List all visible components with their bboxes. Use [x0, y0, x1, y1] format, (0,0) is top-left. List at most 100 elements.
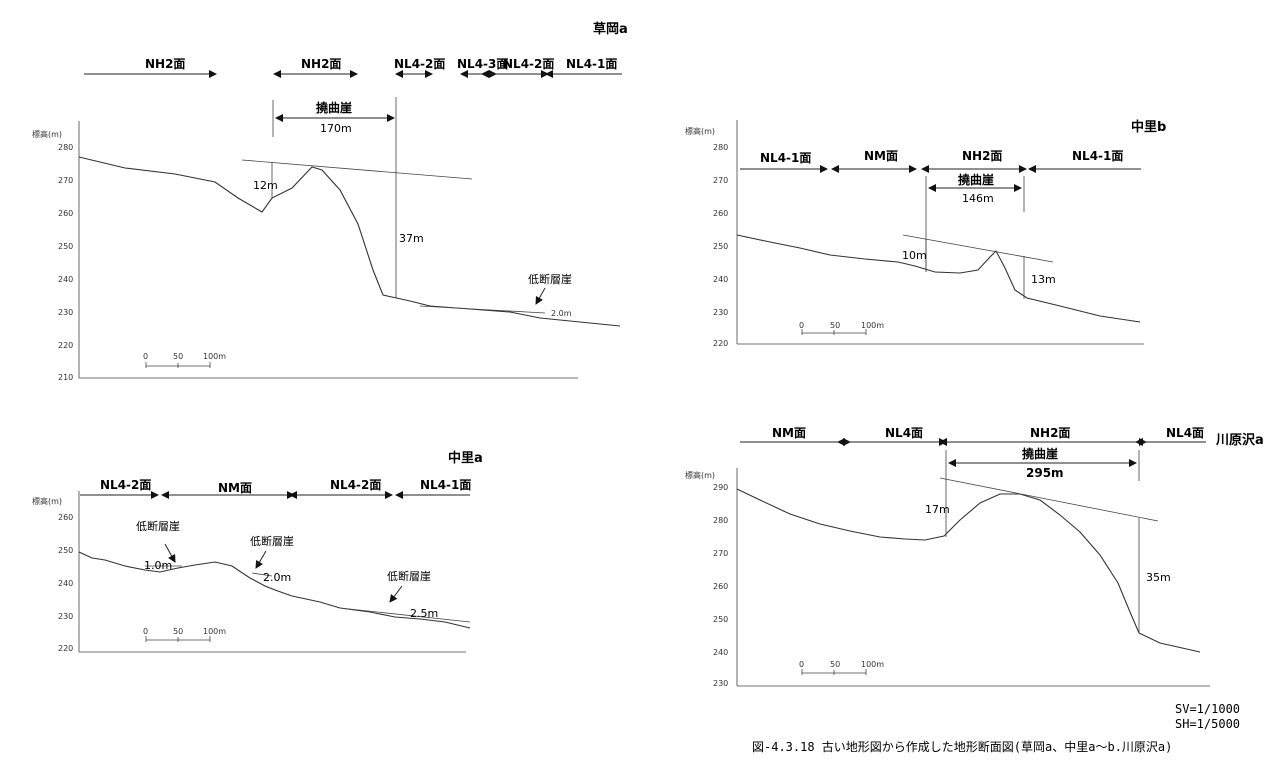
- y-tick-label: 240: [58, 275, 73, 284]
- flexure-label: 撓曲崖: [316, 100, 352, 115]
- axis-label: 標高(m): [685, 470, 715, 480]
- surface-label: NL4-3面: [457, 57, 508, 71]
- fault-label: 低断層崖: [250, 534, 294, 548]
- surface-label: NH2面: [145, 57, 185, 71]
- y-tick-label: 230: [713, 679, 728, 688]
- fault-height: 1.0m: [144, 559, 172, 572]
- y-tick-label: 230: [713, 308, 728, 317]
- surface-label: NL4-2面: [503, 57, 554, 71]
- panel-kawarasawa: 川原沢a 標高(m) 290 280 270 260 250 240 230 N…: [685, 426, 1264, 688]
- panel-title: 草岡a: [593, 21, 628, 37]
- surface-label: NL4-2面: [394, 57, 445, 71]
- height-label: 35m: [1146, 571, 1171, 584]
- y-tick-label: 230: [58, 308, 73, 317]
- height-label: 10m: [902, 249, 927, 262]
- y-tick-label: 270: [713, 176, 728, 185]
- surface-label: NL4-2面: [100, 478, 151, 492]
- y-tick-label: 220: [713, 339, 728, 348]
- flexure-width: 295m: [1026, 466, 1064, 480]
- fault-label: 低断層崖: [387, 569, 431, 583]
- y-tick-label: 290: [713, 483, 728, 492]
- scale-bar: 0 50 100m: [799, 660, 884, 675]
- panel-title: 中里a: [448, 450, 483, 466]
- y-tick-label: 230: [58, 612, 73, 621]
- surface-label: NL4-2面: [330, 478, 381, 492]
- y-ticks: 280 270 260 250 240 230 220 210: [58, 143, 73, 382]
- y-ticks: 260 250 240 230 220: [58, 513, 73, 653]
- surface-label: NL4-1面: [760, 151, 811, 165]
- panel-nakazato-a: 中里a 標高(m) 260 250 240 230 220 NL4-2面 NM面…: [32, 450, 483, 653]
- y-ticks: 280 270 260 250 240 230 220: [713, 143, 728, 348]
- scale-label: 50: [173, 627, 183, 636]
- terrain-profile: [78, 156, 621, 327]
- horizontal-scale: SH=1/5000: [1175, 717, 1240, 731]
- surface-projection: [241, 159, 473, 180]
- height-label: 37m: [399, 232, 424, 245]
- y-tick-label: 260: [58, 513, 73, 522]
- surface-label: NL4-1面: [1072, 149, 1123, 163]
- y-tick-label: 250: [58, 242, 73, 251]
- fault-pointer: [535, 287, 546, 305]
- scale-label: 100m: [861, 660, 884, 669]
- fault-pointer: [164, 543, 176, 563]
- panel-title: 中里b: [1131, 119, 1166, 135]
- y-tick-label: 270: [713, 549, 728, 558]
- scale-label: 0: [799, 321, 804, 330]
- flexure-width: 146m: [962, 192, 994, 205]
- flexure-label: 撓曲崖: [1022, 446, 1058, 461]
- y-tick-label: 210: [58, 373, 73, 382]
- scale-label: 50: [830, 660, 840, 669]
- terrain-profile: [736, 234, 1141, 323]
- fault-projection: [339, 607, 471, 623]
- y-tick-label: 280: [713, 143, 728, 152]
- flexure-width: 170m: [320, 122, 352, 135]
- surface-projection: [939, 477, 1159, 522]
- surface-projection: [902, 234, 1054, 263]
- fault-label: 低断層崖: [136, 519, 180, 533]
- surface-label: NL4面: [885, 426, 923, 440]
- surface-label: NL4-1面: [566, 57, 617, 71]
- y-tick-label: 240: [58, 579, 73, 588]
- axis-label: 標高(m): [685, 126, 715, 136]
- surface-label: NM面: [864, 149, 898, 163]
- surface-label: NL4面: [1166, 426, 1204, 440]
- y-tick-label: 220: [58, 644, 73, 653]
- fault-pointer: [389, 585, 403, 603]
- scale-label: 0: [799, 660, 804, 669]
- height-label: 12m: [253, 179, 278, 192]
- fault-height: 2.5m: [410, 607, 438, 620]
- height-label: 13m: [1031, 273, 1056, 286]
- surface-label: NH2面: [301, 57, 341, 71]
- height-label: 17m: [925, 503, 950, 516]
- scale-label: 100m: [203, 352, 226, 361]
- scale-label: 100m: [861, 321, 884, 330]
- fault-projection: [251, 572, 273, 577]
- y-tick-label: 250: [713, 615, 728, 624]
- y-tick-label: 260: [713, 582, 728, 591]
- surface-label: NH2面: [962, 149, 1002, 163]
- y-tick-label: 260: [58, 209, 73, 218]
- y-tick-label: 270: [58, 176, 73, 185]
- terrain-profile: [736, 488, 1201, 653]
- surface-label: NM面: [218, 481, 252, 495]
- terrain-profile: [78, 551, 471, 629]
- surface-label: NL4-1面: [420, 478, 471, 492]
- scale-label: 0: [143, 352, 148, 361]
- y-tick-label: 260: [713, 209, 728, 218]
- fault-projection: [419, 305, 546, 314]
- y-tick-label: 280: [713, 516, 728, 525]
- axis-label: 標高(m): [32, 496, 62, 506]
- y-tick-label: 240: [713, 275, 728, 284]
- axis-label: 標高(m): [32, 129, 62, 139]
- flexure-label: 撓曲崖: [958, 172, 994, 187]
- surface-label: NH2面: [1030, 426, 1070, 440]
- y-ticks: 290 280 270 260 250 240 230: [713, 483, 728, 688]
- y-tick-label: 240: [713, 648, 728, 657]
- scale-label: 0: [143, 627, 148, 636]
- figure-caption: 図-4.3.18 古い地形図から作成した地形断面図(草岡a、中里a〜b.川原沢a…: [752, 739, 1172, 754]
- scale-label: 50: [830, 321, 840, 330]
- y-tick-label: 250: [713, 242, 728, 251]
- scale-bar: 0 50 100m: [143, 352, 226, 368]
- surface-label: NM面: [772, 426, 806, 440]
- y-tick-label: 220: [58, 341, 73, 350]
